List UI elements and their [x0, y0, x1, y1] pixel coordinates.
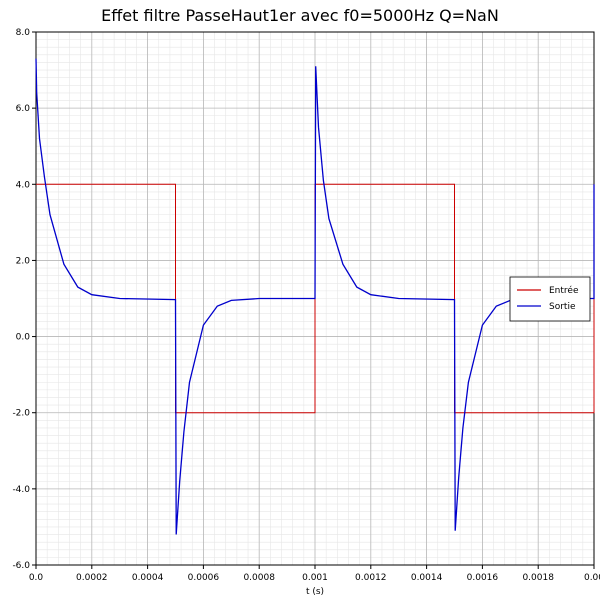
x-tick-label: 0.0008 [243, 573, 275, 583]
x-tick-label: 0.0006 [188, 573, 220, 583]
legend-label: Sortie [549, 302, 576, 312]
x-tick-label: 0.0014 [411, 573, 443, 583]
x-tick-label: 0.001 [302, 573, 328, 583]
x-tick-label: 0.0016 [467, 573, 499, 583]
series-line-sortie [35, 58, 595, 535]
y-tick-label: 2.0 [16, 256, 31, 266]
y-tick-label: -6.0 [12, 561, 30, 571]
x-tick-label: 0.0012 [355, 573, 387, 583]
x-tick-label: 0.0018 [522, 573, 554, 583]
x-tick-label: 0.0 [29, 573, 44, 583]
chart-title: Effet filtre PasseHaut1er avec f0=5000Hz… [101, 6, 499, 25]
y-tick-label: 0.0 [16, 333, 31, 343]
legend-label: Entrée [549, 285, 579, 296]
legend-box [509, 276, 591, 322]
y-tick-label: 6.0 [16, 104, 31, 114]
y-tick-label: -2.0 [12, 409, 30, 419]
x-tick-label: 0.0004 [132, 573, 164, 583]
x-tick-label: 0.0002 [76, 573, 108, 583]
y-tick-label: 4.0 [16, 180, 31, 190]
x-tick-label: 0.00 [584, 573, 600, 583]
y-tick-label: -4.0 [12, 485, 30, 495]
x-axis-label: t (s) [306, 587, 324, 597]
y-tick-label: 8.0 [16, 28, 31, 38]
